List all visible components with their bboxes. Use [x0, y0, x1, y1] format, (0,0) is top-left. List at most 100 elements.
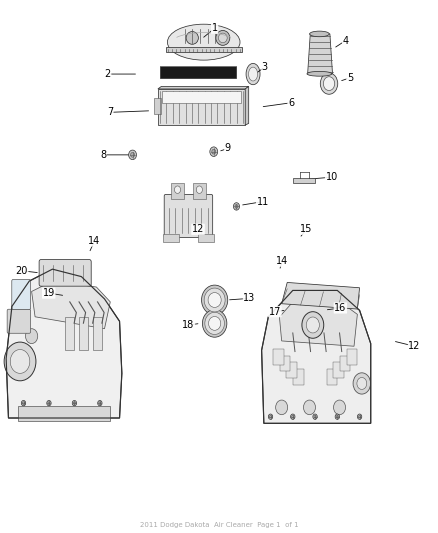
Ellipse shape	[167, 24, 240, 60]
Bar	[198, 234, 214, 243]
Circle shape	[25, 329, 38, 344]
Circle shape	[269, 415, 272, 418]
Circle shape	[314, 415, 316, 418]
Ellipse shape	[216, 30, 230, 45]
Polygon shape	[279, 296, 357, 346]
Bar	[93, 317, 102, 350]
Text: 1: 1	[212, 23, 218, 34]
Circle shape	[129, 150, 137, 160]
Text: 10: 10	[325, 172, 338, 182]
Ellipse shape	[204, 288, 225, 312]
Circle shape	[336, 415, 339, 418]
Ellipse shape	[246, 63, 260, 85]
Text: 2: 2	[105, 69, 111, 79]
Circle shape	[21, 400, 26, 406]
Circle shape	[210, 147, 218, 157]
Circle shape	[212, 149, 216, 154]
Ellipse shape	[186, 31, 198, 44]
Circle shape	[48, 402, 50, 405]
Text: 17: 17	[268, 306, 281, 317]
Circle shape	[99, 402, 101, 405]
Circle shape	[335, 414, 339, 419]
Circle shape	[47, 400, 51, 406]
Text: 7: 7	[107, 107, 113, 117]
Circle shape	[98, 400, 102, 406]
Bar	[160, 66, 236, 78]
Circle shape	[196, 186, 202, 193]
Bar	[18, 406, 110, 421]
Bar	[293, 369, 304, 385]
Bar	[193, 183, 206, 199]
Text: 14: 14	[276, 256, 289, 266]
Bar	[163, 234, 179, 243]
Text: 2011 Dodge Dakota  Air Cleaner  Page 1  of 1: 2011 Dodge Dakota Air Cleaner Page 1 of …	[140, 522, 298, 528]
Bar	[280, 356, 290, 372]
Circle shape	[357, 414, 362, 419]
Ellipse shape	[208, 317, 221, 330]
Bar	[154, 98, 161, 114]
Circle shape	[22, 402, 25, 405]
Polygon shape	[261, 290, 371, 423]
Bar	[293, 177, 315, 183]
Bar	[166, 47, 242, 52]
Bar	[340, 356, 350, 372]
Circle shape	[302, 312, 324, 338]
Text: 14: 14	[88, 236, 101, 246]
FancyBboxPatch shape	[12, 279, 31, 310]
Text: 8: 8	[100, 150, 106, 160]
Circle shape	[334, 400, 346, 415]
Text: 11: 11	[257, 197, 269, 207]
FancyBboxPatch shape	[164, 195, 213, 238]
Bar	[333, 362, 344, 378]
Ellipse shape	[219, 33, 227, 43]
Ellipse shape	[248, 67, 258, 81]
Text: 3: 3	[262, 62, 268, 72]
Polygon shape	[282, 282, 360, 309]
Circle shape	[292, 415, 294, 418]
Text: 19: 19	[42, 288, 55, 298]
Circle shape	[174, 186, 180, 193]
Circle shape	[276, 400, 288, 415]
Text: 12: 12	[192, 224, 204, 235]
Circle shape	[4, 342, 36, 381]
Circle shape	[358, 415, 360, 418]
Text: 12: 12	[408, 341, 421, 351]
FancyBboxPatch shape	[39, 260, 91, 286]
Text: 9: 9	[225, 143, 231, 154]
Circle shape	[72, 400, 77, 406]
FancyBboxPatch shape	[7, 309, 31, 333]
Text: 4: 4	[343, 36, 349, 45]
Bar	[286, 362, 297, 378]
Bar	[65, 317, 74, 350]
Circle shape	[235, 205, 238, 208]
Polygon shape	[245, 86, 249, 125]
Polygon shape	[6, 269, 122, 418]
Circle shape	[10, 350, 30, 373]
Circle shape	[313, 414, 317, 419]
Bar	[346, 349, 357, 365]
Ellipse shape	[323, 77, 335, 91]
Circle shape	[233, 203, 240, 210]
Text: 5: 5	[347, 73, 353, 83]
Ellipse shape	[320, 73, 338, 94]
Ellipse shape	[310, 31, 329, 37]
Text: 18: 18	[182, 320, 194, 330]
Circle shape	[131, 152, 134, 157]
Polygon shape	[32, 281, 110, 329]
Text: 20: 20	[15, 266, 28, 276]
Bar	[79, 317, 88, 350]
Polygon shape	[307, 34, 332, 74]
Ellipse shape	[208, 293, 221, 308]
Polygon shape	[158, 86, 249, 89]
Circle shape	[306, 317, 319, 333]
Text: 13: 13	[244, 293, 256, 303]
Bar	[158, 89, 245, 125]
Ellipse shape	[307, 71, 332, 76]
Text: 6: 6	[288, 98, 294, 108]
Text: 15: 15	[300, 224, 312, 235]
Bar	[162, 91, 241, 103]
Ellipse shape	[202, 310, 227, 337]
Circle shape	[304, 400, 315, 415]
Circle shape	[73, 402, 75, 405]
Circle shape	[290, 414, 295, 419]
